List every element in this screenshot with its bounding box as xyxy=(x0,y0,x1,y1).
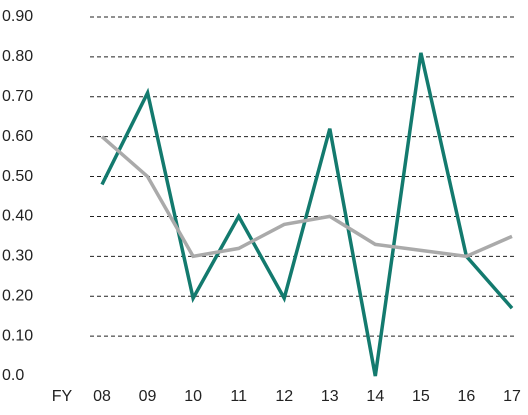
x-tick-label: 08 xyxy=(93,388,111,405)
y-tick-label: 0.30 xyxy=(2,248,33,265)
x-tick-label: 11 xyxy=(230,388,247,405)
y-tick-label: 0.90 xyxy=(2,8,33,25)
x-tick-label: 14 xyxy=(366,388,384,405)
y-tick-label: 0.70 xyxy=(2,88,33,105)
x-tick-label: 16 xyxy=(458,388,476,405)
y-tick-label: 0.10 xyxy=(2,327,33,344)
series-line xyxy=(100,52,514,377)
x-tick-label: 12 xyxy=(275,388,293,405)
x-tick-label: 10 xyxy=(184,388,202,405)
y-tick-label: 0.80 xyxy=(2,48,33,65)
x-tick-label: 17 xyxy=(503,388,521,405)
y-tick-label: 0.20 xyxy=(2,287,33,304)
y-tick-label: 0.0 xyxy=(2,367,24,384)
y-tick-label: 0.60 xyxy=(2,128,33,145)
y-tick-label: 0.40 xyxy=(2,208,33,225)
x-tick-label: 09 xyxy=(139,388,157,405)
series-line xyxy=(100,135,513,259)
y-tick-label: 0.50 xyxy=(2,168,33,185)
x-tick-label: 15 xyxy=(412,388,430,405)
x-axis-label: FY xyxy=(52,388,73,405)
x-tick-label: 13 xyxy=(321,388,339,405)
